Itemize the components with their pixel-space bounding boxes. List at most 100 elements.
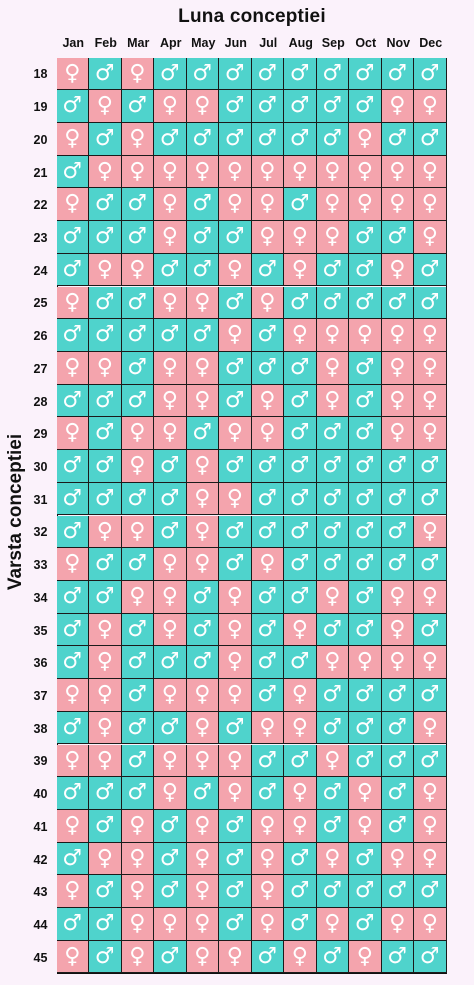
male-icon: ♂	[56, 908, 89, 941]
male-icon: ♂	[154, 646, 187, 680]
male-icon: ♂	[414, 613, 447, 647]
female-icon: ♀	[251, 809, 284, 843]
male-icon: ♂	[316, 253, 349, 287]
female-icon: ♀	[284, 319, 317, 352]
male-icon: ♂	[381, 940, 414, 974]
female-icon: ♀	[316, 842, 349, 876]
male-icon: ♂	[186, 777, 219, 810]
female-icon: ♀	[381, 253, 414, 287]
female-icon: ♀	[186, 155, 219, 189]
male-icon: ♂	[284, 580, 317, 614]
month-label-aug: Aug	[288, 36, 313, 50]
female-icon: ♀	[219, 417, 252, 451]
male-icon: ♂	[316, 777, 349, 810]
male-icon: ♂	[219, 809, 252, 843]
male-icon: ♂	[381, 450, 414, 483]
female-icon: ♀	[414, 580, 447, 614]
female-icon: ♀	[251, 286, 284, 320]
female-icon: ♀	[56, 188, 89, 222]
male-icon: ♂	[316, 515, 349, 549]
male-icon: ♂	[219, 450, 252, 483]
female-icon: ♀	[414, 646, 447, 680]
male-icon: ♂	[89, 450, 122, 483]
male-icon: ♂	[219, 384, 252, 418]
male-icon: ♂	[154, 122, 187, 156]
male-icon: ♂	[381, 548, 414, 581]
female-icon: ♀	[284, 777, 317, 810]
male-icon: ♂	[121, 613, 154, 647]
age-label-39: 39	[33, 754, 48, 769]
female-icon: ♀	[121, 515, 154, 549]
female-icon: ♀	[316, 580, 349, 614]
male-icon: ♂	[316, 711, 349, 745]
male-icon: ♂	[219, 351, 252, 385]
male-icon: ♂	[284, 548, 317, 581]
male-icon: ♂	[284, 646, 317, 680]
female-icon: ♀	[381, 417, 414, 451]
male-icon: ♂	[381, 286, 414, 320]
female-icon: ♀	[186, 90, 219, 123]
female-icon: ♀	[414, 417, 447, 451]
female-icon: ♀	[121, 417, 154, 451]
female-icon: ♀	[121, 122, 154, 156]
female-icon: ♀	[349, 319, 382, 352]
male-icon: ♂	[121, 482, 154, 516]
male-icon: ♂	[284, 842, 317, 876]
male-icon: ♂	[251, 57, 284, 91]
female-icon: ♀	[251, 548, 284, 581]
male-icon: ♂	[414, 253, 447, 287]
male-icon: ♂	[316, 417, 349, 451]
male-icon: ♂	[56, 90, 89, 123]
female-icon: ♀	[154, 679, 187, 712]
male-icon: ♂	[284, 417, 317, 451]
month-label-nov: Nov	[386, 36, 411, 50]
male-icon: ♂	[251, 351, 284, 385]
female-icon: ♀	[154, 417, 187, 451]
male-icon: ♂	[56, 777, 89, 810]
female-icon: ♀	[121, 908, 154, 941]
female-icon: ♀	[186, 875, 219, 909]
male-icon: ♂	[121, 384, 154, 418]
female-icon: ♀	[284, 809, 317, 843]
female-icon: ♀	[414, 908, 447, 941]
female-icon: ♀	[56, 57, 89, 91]
female-icon: ♀	[219, 155, 252, 189]
female-icon: ♀	[56, 744, 89, 778]
male-icon: ♂	[89, 548, 122, 581]
age-label-29: 29	[33, 427, 48, 442]
male-icon: ♂	[121, 90, 154, 123]
female-icon: ♀	[316, 908, 349, 941]
female-icon: ♀	[154, 384, 187, 418]
male-icon: ♂	[56, 319, 89, 352]
male-icon: ♂	[349, 842, 382, 876]
female-icon: ♀	[251, 417, 284, 451]
female-icon: ♀	[186, 711, 219, 745]
male-icon: ♂	[154, 711, 187, 745]
male-icon: ♂	[121, 221, 154, 254]
female-icon: ♀	[316, 155, 349, 189]
female-icon: ♀	[121, 450, 154, 483]
male-icon: ♂	[154, 57, 187, 91]
male-icon: ♂	[316, 809, 349, 843]
male-icon: ♂	[56, 253, 89, 287]
month-label-jan: Jan	[62, 36, 85, 50]
male-icon: ♂	[186, 253, 219, 287]
female-icon: ♀	[316, 646, 349, 680]
male-icon: ♂	[349, 253, 382, 287]
male-icon: ♂	[251, 450, 284, 483]
age-label-41: 41	[33, 819, 48, 834]
female-icon: ♀	[284, 711, 317, 745]
female-icon: ♀	[251, 155, 284, 189]
month-label-may: May	[191, 36, 216, 50]
female-icon: ♀	[186, 744, 219, 778]
male-icon: ♂	[251, 613, 284, 647]
female-icon: ♀	[349, 646, 382, 680]
month-label-jun: Jun	[224, 36, 247, 50]
male-icon: ♂	[381, 515, 414, 549]
female-icon: ♀	[414, 351, 447, 385]
male-icon: ♂	[381, 744, 414, 778]
male-icon: ♂	[219, 908, 252, 941]
female-icon: ♀	[414, 384, 447, 418]
female-icon: ♀	[154, 613, 187, 647]
male-icon: ♂	[89, 908, 122, 941]
